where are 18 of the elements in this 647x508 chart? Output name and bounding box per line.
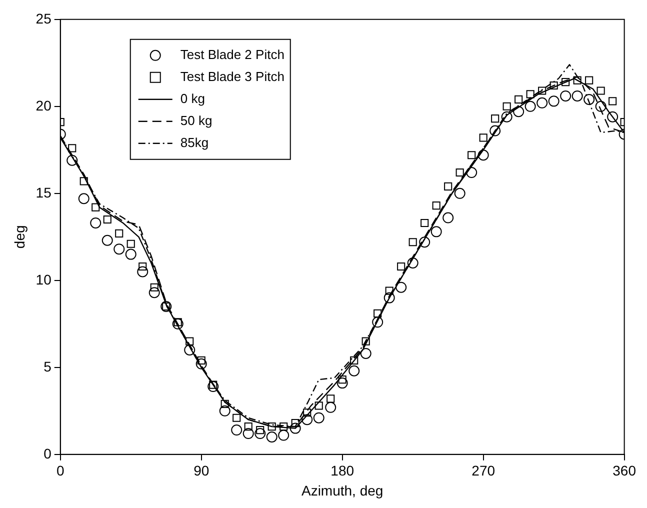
x-tick-label: 180 <box>330 462 354 479</box>
legend-label: Test Blade 2 Pitch <box>180 46 284 62</box>
y-tick-label: 20 <box>36 97 52 114</box>
legend-label: 50 kg <box>180 112 212 128</box>
x-tick-label: 360 <box>612 462 636 479</box>
y-tick-label: 10 <box>36 271 52 288</box>
y-tick-label: 0 <box>44 445 52 462</box>
x-tick-label: 270 <box>472 462 496 479</box>
y-tick-label: 15 <box>36 184 52 200</box>
x-tick-label: 90 <box>194 462 210 479</box>
x-axis-title: Azimuth, deg <box>301 482 384 498</box>
legend-label: 85kg <box>180 134 209 150</box>
x-tick-label: 0 <box>56 462 64 479</box>
y-axis-title: deg <box>11 225 28 249</box>
y-tick-label: 25 <box>36 10 52 26</box>
y-tick-label: 5 <box>44 358 52 374</box>
legend-label: 0 kg <box>180 90 205 106</box>
legend-label: Test Blade 3 Pitch <box>180 68 284 84</box>
